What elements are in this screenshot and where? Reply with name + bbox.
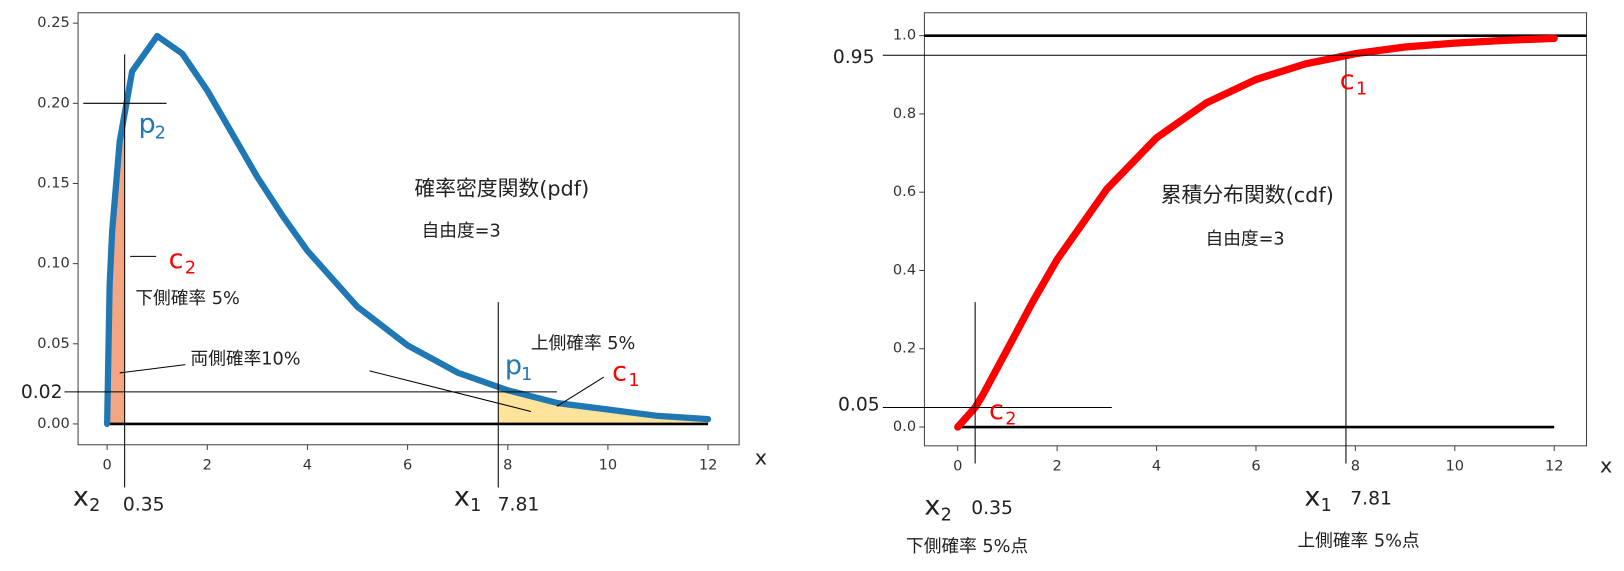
note: 上側確率 5%	[531, 333, 635, 354]
symbol: c	[612, 356, 627, 387]
symbol: c	[989, 395, 1004, 426]
symbol: x	[1304, 481, 1320, 512]
pointer	[556, 376, 605, 407]
subscript: 2	[1005, 410, 1016, 430]
x-tick-label: 2	[203, 457, 212, 474]
y-tick-label: 0.8	[893, 105, 916, 122]
note: 下側確率 5%点	[906, 536, 1028, 557]
subscript: 2	[941, 505, 952, 525]
subscript: 1	[1321, 496, 1332, 516]
chart-title: 確率密度関数(pdf)	[414, 177, 589, 201]
symbol: c	[1340, 65, 1355, 96]
y-tick-label: 0.05	[37, 335, 69, 352]
level-value: 0.02	[21, 382, 63, 403]
subscript: 1	[470, 496, 481, 516]
curve	[954, 34, 1558, 431]
x-tick-label: 0	[953, 458, 962, 475]
symbol: x	[924, 491, 940, 522]
y-tick-label: 0.25	[37, 14, 69, 31]
y-tick-label: 1.0	[893, 27, 916, 44]
x-tick-label: 10	[1446, 458, 1465, 475]
plot-frame	[923, 12, 1588, 447]
tail-area	[498, 386, 709, 424]
y-tick-label: 0.6	[893, 183, 916, 200]
x-tick-label: 12	[699, 457, 718, 474]
pointer	[369, 370, 532, 412]
plot-frame	[77, 12, 740, 446]
subscript: 1	[628, 371, 639, 391]
subscript: 2	[185, 259, 196, 279]
level-value: 0.05	[838, 395, 880, 416]
critical-value: 7.81	[1350, 488, 1392, 509]
y-tick-label: 0.20	[37, 94, 69, 111]
symbol: x	[454, 481, 470, 512]
pointer	[119, 364, 186, 374]
x-tick-label: 0	[102, 457, 111, 474]
symbol: x	[73, 481, 89, 512]
x-tick-label: 4	[1152, 458, 1161, 475]
note: 上側確率 5%点	[1297, 531, 1419, 552]
x-tick-label: 6	[403, 457, 412, 474]
x-tick-label: 4	[303, 457, 312, 474]
x-tick-label: 12	[1545, 458, 1564, 475]
y-tick-label: 0.2	[893, 340, 916, 357]
critical-value: 0.35	[123, 495, 165, 516]
y-tick-label: 0.4	[893, 261, 916, 278]
x-tick-label: 8	[1351, 458, 1360, 475]
chart-subtitle: 自由度=3	[422, 220, 501, 241]
x-tick-label: 10	[599, 457, 618, 474]
symbol: p	[138, 109, 155, 140]
y-tick-label: 0.0	[893, 418, 916, 435]
level-value: 0.95	[833, 47, 875, 68]
y-tick-label: 0.00	[37, 415, 69, 432]
y-tick-label: 0.10	[37, 255, 69, 272]
subscript: 1	[521, 365, 532, 385]
symbol: c	[169, 244, 184, 275]
subscript: 2	[89, 496, 100, 516]
x-tick-label: 8	[503, 457, 512, 474]
x-axis-label: x	[1600, 454, 1612, 478]
symbol: p	[505, 350, 522, 381]
x-axis-label: x	[755, 445, 767, 469]
curve	[104, 32, 712, 428]
x-tick-label: 6	[1251, 458, 1260, 475]
subscript: 1	[1356, 80, 1367, 100]
chart-title: 累積分布関数(cdf)	[1161, 183, 1334, 207]
y-tick-label: 0.15	[37, 174, 69, 191]
subscript: 2	[155, 123, 166, 143]
note: 両側確率10%	[191, 348, 301, 369]
critical-value: 0.35	[971, 498, 1013, 519]
critical-value: 7.81	[498, 495, 540, 516]
chart-subtitle: 自由度=3	[1206, 229, 1285, 250]
x-tick-label: 2	[1053, 458, 1062, 475]
note: 下側確率 5%	[135, 288, 239, 309]
